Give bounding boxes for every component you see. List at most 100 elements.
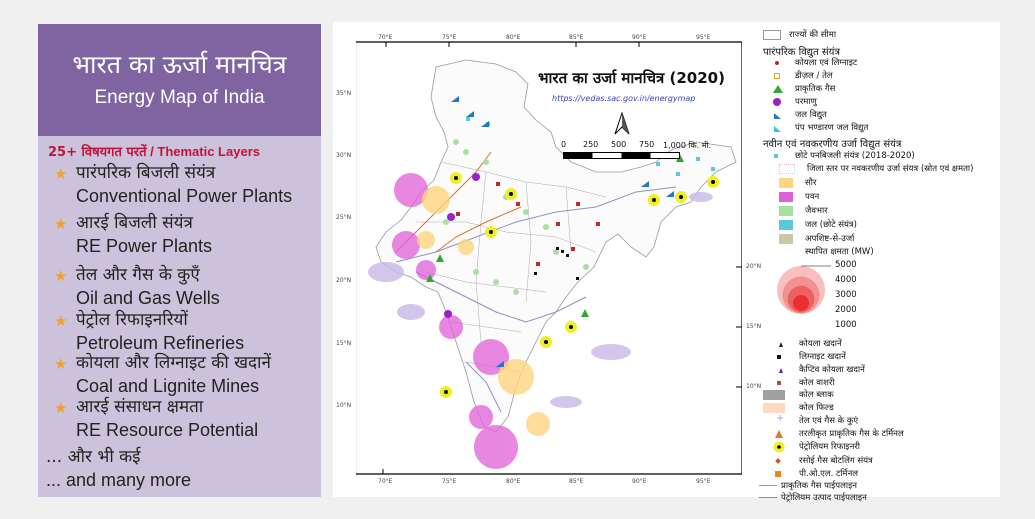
longitude-tick: 75°E <box>442 34 457 41</box>
latitude-tick: 10°N <box>336 402 352 409</box>
coal-dot-icon <box>769 58 791 68</box>
legend-item: सौर <box>779 177 816 188</box>
legend-item: पेट्रोलियम रिफाइनरी <box>773 441 860 452</box>
latitude-tick-right: 15°N <box>746 323 762 330</box>
longitude-tick-bottom: 80°E <box>506 478 521 485</box>
latitude-tick-right: 20°N <box>746 263 762 270</box>
star-icon: ★ <box>54 312 68 330</box>
list-item: ★ पेट्रोल रिफाइनरियों Petroleum Refineri… <box>38 309 321 353</box>
legend-item: तरलीकृत प्राकृतिक गैस के टर्मिनल <box>773 428 904 439</box>
gas-triangle-icon <box>769 84 791 94</box>
boundary-swatch <box>763 29 781 40</box>
legend-item: जैवभार <box>779 205 828 216</box>
legend-item: जल विद्युत <box>769 109 827 120</box>
legend-item: परमाणु <box>769 96 817 107</box>
title-banner: भारत का ऊर्जा मानचित्र Energy Map of Ind… <box>38 24 321 136</box>
small-hydro-square-icon <box>769 151 791 161</box>
nuclear-hexagon-icon <box>769 97 791 107</box>
layer-hindi: कोयला और लिग्नाइट की खदानें <box>76 353 271 373</box>
thematic-layers-panel: भारत का ऊर्जा मानचित्र Energy Map of Ind… <box>38 24 321 497</box>
latitude-tick: 20°N <box>336 277 352 284</box>
capacity-heading: स्थापित क्षमता (MW) <box>805 247 874 257</box>
refinery-icon <box>773 441 795 452</box>
legend-item: + तेल एवं गैस के कुएं <box>773 412 858 427</box>
captive-coal-mine-icon <box>773 365 795 375</box>
wind-swatch <box>779 191 801 202</box>
coal-field-swatch <box>763 402 785 413</box>
small-hydro-swatch <box>779 219 801 230</box>
latitude-tick: 25°N <box>336 214 352 221</box>
layer-hindi: आरई संसाधन क्षमता <box>76 397 204 417</box>
map-legend: राज्यों की सीमा पारंपरिक विद्युत संयंत्र… <box>753 22 998 503</box>
more-english: ... and many more <box>46 470 192 490</box>
well-plus-icon: + <box>776 412 785 424</box>
star-icon: ★ <box>54 355 68 373</box>
layer-hindi: पारंपरिक बिजली संयंत्र <box>76 163 216 183</box>
waste-to-energy-swatch <box>779 233 801 244</box>
district-swatch <box>779 163 795 174</box>
solar-swatch <box>779 177 801 188</box>
legend-item: छोटे पनबिजली संयंत्र (2018-2020) <box>769 150 915 161</box>
latitude-tick-right: 10°N <box>746 383 762 390</box>
legend-item: प्राकृतिक गैस पाईपलाइन <box>759 480 857 491</box>
hydro-triangle-icon <box>769 110 791 120</box>
layer-hindi: तेल और गैस के कुएँ <box>76 265 200 285</box>
legend-item: लिग्नाइट खदानें <box>773 351 846 362</box>
legend-item: कोल ब्लाक <box>763 389 834 400</box>
capacity-circles-icon <box>777 265 831 314</box>
energy-map-panel: 70°E 75°E 80°E 85°E 90°E 95°E 35°N 30°N … <box>333 22 1000 503</box>
longitude-tick-bottom: 75°E <box>442 478 457 485</box>
list-item: ★ तेल और गैस के कुएँ Oil and Gas Wells <box>38 264 321 309</box>
layer-list: ★ पारंपरिक बिजली संयंत्र Conventional Po… <box>38 162 321 444</box>
longitude-tick: 70°E <box>378 34 393 41</box>
title-english: Energy Map of India <box>94 87 265 108</box>
pol-terminal-icon <box>773 469 795 479</box>
map-title: भारत का उर्जा मानचित्र (2020) <box>538 69 725 87</box>
latitude-tick: 35°N <box>336 90 352 97</box>
layers-heading-hindi: 25+ विषयगत परतें <box>48 145 147 160</box>
legend-item: कोल फिल्ड <box>763 402 834 413</box>
list-item: ★ पारंपरिक बिजली संयंत्र Conventional Po… <box>38 162 321 212</box>
legend-item: अपशिष्ट-से-उर्जा <box>779 233 854 244</box>
map-url[interactable]: https://vedas.sac.gov.in/energymap <box>552 94 696 103</box>
layer-hindi: आरई बिजली संयंत्र <box>76 213 193 233</box>
layer-english: Oil and Gas Wells <box>76 288 220 308</box>
legend-item: रसोई गैस बोटलिंग संयंत्र <box>773 455 873 466</box>
legend-item: जिला स्तर पर नवकरणीय उर्जा संयत्र (स्रोत… <box>779 163 973 174</box>
layers-heading: 25+ विषयगत परतें / Thematic Layers <box>48 144 260 160</box>
latitude-tick: 15°N <box>336 340 352 347</box>
list-item: ★ कोयला और लिग्नाइट की खदानें Coal and L… <box>38 352 321 396</box>
longitude-tick: 80°E <box>506 34 521 41</box>
india-map <box>356 41 742 475</box>
longitude-tick-bottom: 70°E <box>378 478 393 485</box>
longitude-tick-bottom: 90°E <box>632 478 647 485</box>
more-hindi: ... और भी कई <box>46 447 141 467</box>
layer-english: Conventional Power Plants <box>76 186 293 206</box>
layers-heading-english: Thematic Layers <box>157 144 260 159</box>
renewable-heading: नवीन एवं नवकरणीय उर्जा विद्युत संयंत्र <box>763 139 902 150</box>
lpg-bottling-icon <box>773 456 795 466</box>
capacity-label: 1000 <box>835 320 857 330</box>
map-frame: 70°E 75°E 80°E 85°E 90°E 95°E 35°N 30°N … <box>336 22 761 485</box>
north-arrow-icon <box>614 112 630 135</box>
layer-english: Petroleum Refineries <box>76 333 245 353</box>
scale-bar <box>563 152 680 159</box>
layer-english: RE Power Plants <box>76 236 213 256</box>
legend-item: प्राकृतिक गैस <box>769 83 835 94</box>
longitude-tick-bottom: 95°E <box>696 478 711 485</box>
longitude-tick: 90°E <box>632 34 647 41</box>
capacity-label: 4000 <box>835 275 857 285</box>
list-item: ★ आरई बिजली संयंत्र RE Power Plants <box>38 212 321 264</box>
title-hindi: भारत का ऊर्जा मानचित्र <box>72 50 287 79</box>
star-icon: ★ <box>54 399 68 417</box>
legend-item: डीज़ल / तेल <box>769 70 833 81</box>
gas-pipeline-line <box>759 485 777 486</box>
capacity-label: 5000 <box>835 260 857 270</box>
diesel-square-icon <box>769 71 791 81</box>
latitude-tick: 30°N <box>336 152 352 159</box>
pumped-hydro-triangle-icon <box>769 123 791 133</box>
layer-english: Coal and Lignite Mines <box>76 376 260 396</box>
list-item: ★ आरई संसाधन क्षमता RE Resource Potentia… <box>38 396 321 444</box>
petroleum-pipeline-line <box>759 496 777 499</box>
biomass-swatch <box>779 205 801 216</box>
